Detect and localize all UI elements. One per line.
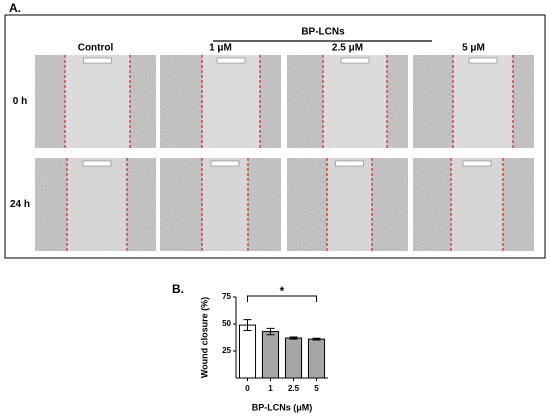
x-tick-label: 0 <box>245 384 250 393</box>
scale-bar <box>340 57 370 64</box>
column-label: 2.5 μM <box>332 43 363 54</box>
y-tick-label: 25 <box>222 346 231 355</box>
scale-bar <box>82 160 112 167</box>
error-bar <box>289 336 298 340</box>
wound-gap <box>451 158 503 251</box>
error-bar <box>266 327 275 336</box>
significance-star: * <box>280 284 285 298</box>
panel-a-frame <box>4 14 546 259</box>
x-tick-label: 2.5 <box>288 384 300 393</box>
wound-gap <box>323 55 387 148</box>
wound-gap <box>327 158 372 251</box>
scale-bar <box>83 57 112 64</box>
wound-gap <box>202 55 260 148</box>
error-bar <box>312 337 321 341</box>
wound-gap <box>202 158 248 251</box>
scale-bar <box>468 57 498 64</box>
x-tick-label: 5 <box>314 384 319 393</box>
y-axis-label: Wound closure (%) <box>199 297 209 378</box>
wound-gap <box>67 158 127 251</box>
column-label: 5 μM <box>462 43 485 54</box>
row-label: 0 h <box>13 96 27 107</box>
panel-b-label: B. <box>172 282 184 296</box>
panel-a-label: A. <box>9 1 21 15</box>
bar <box>261 331 280 379</box>
column-label: 1 μM <box>209 43 232 54</box>
bar <box>284 337 303 379</box>
group-label: BP-LCNs <box>301 27 345 38</box>
scale-bar <box>216 57 246 64</box>
error-bar <box>243 319 252 331</box>
significance-bracket <box>247 295 317 302</box>
scale-bar <box>210 160 240 167</box>
scale-bar <box>335 160 364 167</box>
scale-bar <box>462 160 492 167</box>
chart: B. Wound closure (%) BP-LCNs (μM) 25 50 75 0 1 2… <box>172 282 328 412</box>
wound-gap <box>453 55 513 148</box>
x-axis-label: BP-LCNs (μM) <box>252 402 313 412</box>
bar <box>238 324 257 379</box>
column-label: Control <box>78 43 114 54</box>
image-grid <box>35 55 534 251</box>
y-tick-label: 75 <box>222 292 231 301</box>
row-label: 24 h <box>10 199 30 210</box>
y-tick-label: 50 <box>222 319 231 328</box>
wound-gap <box>65 55 130 148</box>
bar <box>307 338 326 379</box>
x-tick-label: 1 <box>268 384 273 393</box>
